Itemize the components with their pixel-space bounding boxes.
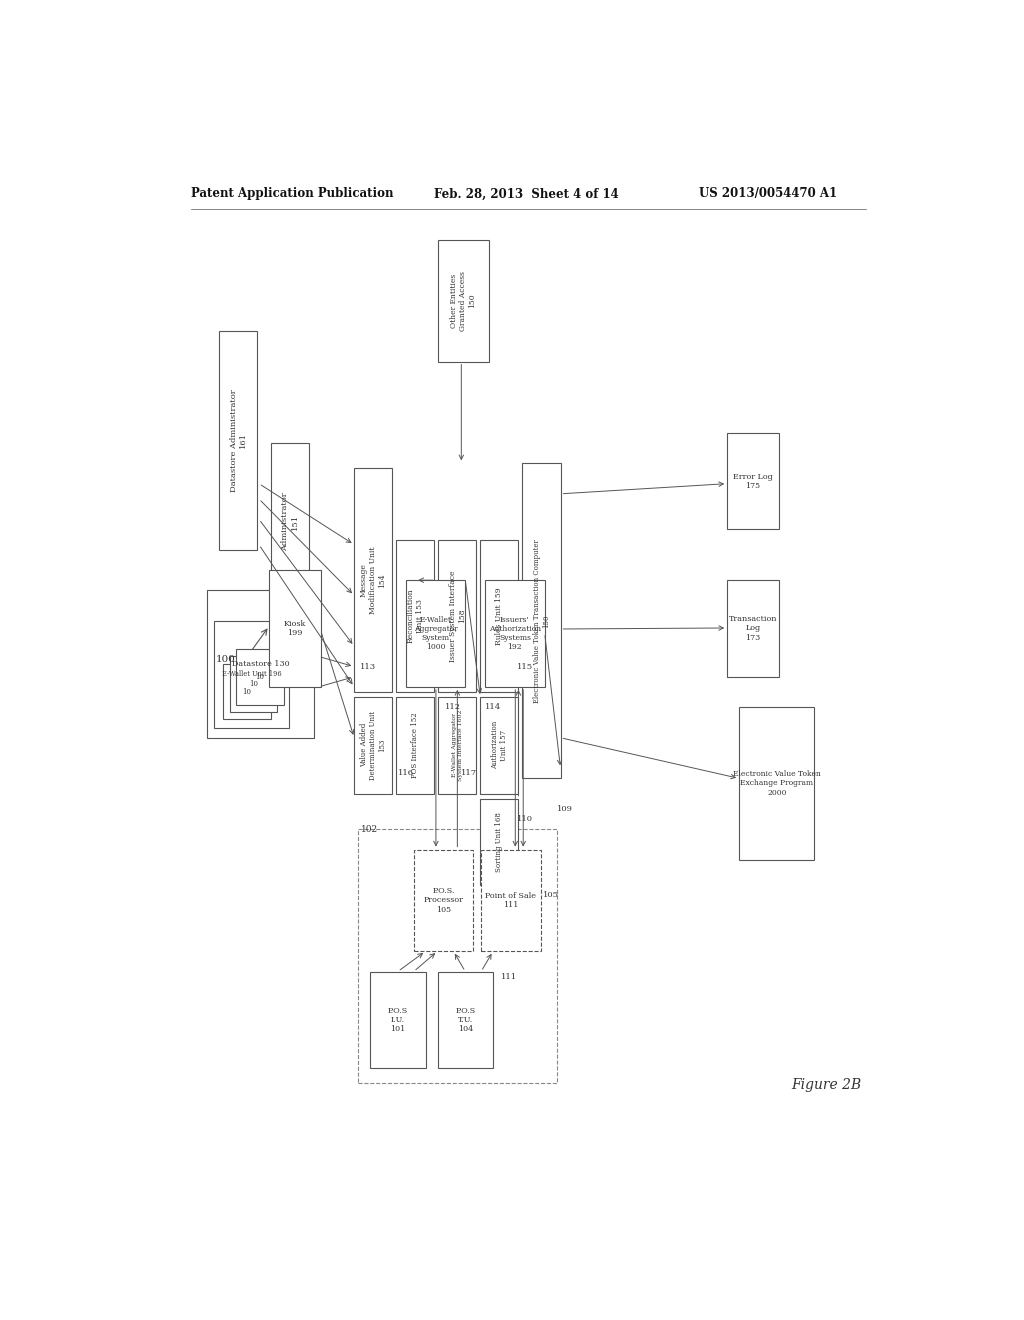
Bar <box>727 581 779 677</box>
Text: Value Added
Determination Unit
153: Value Added Determination Unit 153 <box>360 711 386 780</box>
Text: Kiosk
199: Kiosk 199 <box>284 620 306 638</box>
Text: Administrator
151: Administrator 151 <box>282 492 298 552</box>
Bar <box>437 972 494 1068</box>
Bar <box>739 708 814 859</box>
Text: Rules Unit 159: Rules Unit 159 <box>496 587 504 644</box>
Text: Sorting Unit 168: Sorting Unit 168 <box>496 812 504 873</box>
Text: Electronic Value Token Transaction Computer
150: Electronic Value Token Transaction Compu… <box>532 539 550 702</box>
Text: Point of Sale
111: Point of Sale 111 <box>485 892 537 909</box>
Text: 100: 100 <box>215 655 236 664</box>
Text: Feb. 28, 2013  Sheet 4 of 14: Feb. 28, 2013 Sheet 4 of 14 <box>433 187 618 201</box>
Bar <box>219 331 257 549</box>
Text: P.O.S
T.U.
104: P.O.S T.U. 104 <box>455 1007 475 1034</box>
Text: 115: 115 <box>517 663 532 671</box>
Text: Transaction
Log
173: Transaction Log 173 <box>729 615 777 642</box>
Bar <box>269 570 321 686</box>
Text: 117: 117 <box>461 770 477 777</box>
Text: Issuers'
Authorization
Systems
192: Issuers' Authorization Systems 192 <box>488 615 541 651</box>
Bar <box>270 444 309 601</box>
Text: 10: 10 <box>255 673 264 681</box>
Bar <box>438 540 476 692</box>
Bar <box>223 664 270 719</box>
Text: POS Interface 152: POS Interface 152 <box>412 713 419 779</box>
Text: Error Log
175: Error Log 175 <box>733 473 773 490</box>
Text: Patent Application Publication: Patent Application Publication <box>191 187 394 201</box>
Bar <box>214 620 289 727</box>
Text: 116: 116 <box>397 770 414 777</box>
Bar <box>358 829 557 1084</box>
Bar <box>480 540 518 692</box>
Bar <box>406 581 465 686</box>
Text: 112: 112 <box>445 704 462 711</box>
Text: 102: 102 <box>361 825 379 834</box>
Bar <box>481 850 541 952</box>
Text: P.O.S.
Processor
105: P.O.S. Processor 105 <box>424 887 464 913</box>
Bar <box>354 469 392 692</box>
Bar <box>480 799 518 886</box>
Text: Datastore 130: Datastore 130 <box>232 660 290 668</box>
Bar <box>485 581 545 686</box>
Bar <box>236 649 284 705</box>
Bar <box>396 540 434 692</box>
Text: Datastore Administrator
161: Datastore Administrator 161 <box>229 389 247 492</box>
Bar <box>522 463 560 779</box>
Text: Issuer System Interface
158: Issuer System Interface 158 <box>449 570 466 661</box>
Text: E-Wallet Unit 196: E-Wallet Unit 196 <box>221 671 282 678</box>
Bar <box>438 697 476 793</box>
Bar <box>480 697 518 793</box>
Text: 105: 105 <box>543 891 559 899</box>
Text: E-Wallet Aggregator
System Interface 1602: E-Wallet Aggregator System Interface 160… <box>452 710 463 781</box>
Bar <box>437 240 489 362</box>
Text: 10: 10 <box>243 688 252 696</box>
Bar <box>207 590 314 738</box>
Text: Other Entities
Granted Access
150: Other Entities Granted Access 150 <box>451 271 476 331</box>
Bar <box>414 850 473 952</box>
Text: Message
Modification Unit
154: Message Modification Unit 154 <box>360 546 386 614</box>
Text: P.O.S
I.U.
101: P.O.S I.U. 101 <box>388 1007 408 1034</box>
Text: Reconciliation
Unit 153: Reconciliation Unit 153 <box>407 589 424 643</box>
Text: 113: 113 <box>359 663 376 671</box>
Text: 111: 111 <box>501 973 517 981</box>
Bar <box>370 972 426 1068</box>
Text: US 2013/0054470 A1: US 2013/0054470 A1 <box>699 187 838 201</box>
Bar <box>396 697 434 793</box>
Text: 109: 109 <box>557 805 572 813</box>
Text: 10: 10 <box>249 680 258 689</box>
Text: Electronic Value Token
Exchange Program
2000: Electronic Value Token Exchange Program … <box>733 771 820 797</box>
Text: Figure 2B: Figure 2B <box>792 1078 861 1093</box>
Text: 114: 114 <box>485 704 502 711</box>
Text: 110: 110 <box>517 814 532 824</box>
Bar <box>229 656 278 713</box>
Bar <box>727 433 779 529</box>
Text: E-Wallet
Aggregator
System
1000: E-Wallet Aggregator System 1000 <box>414 615 458 651</box>
Bar <box>354 697 392 793</box>
Text: Authorization
Unit 157: Authorization Unit 157 <box>490 721 508 770</box>
